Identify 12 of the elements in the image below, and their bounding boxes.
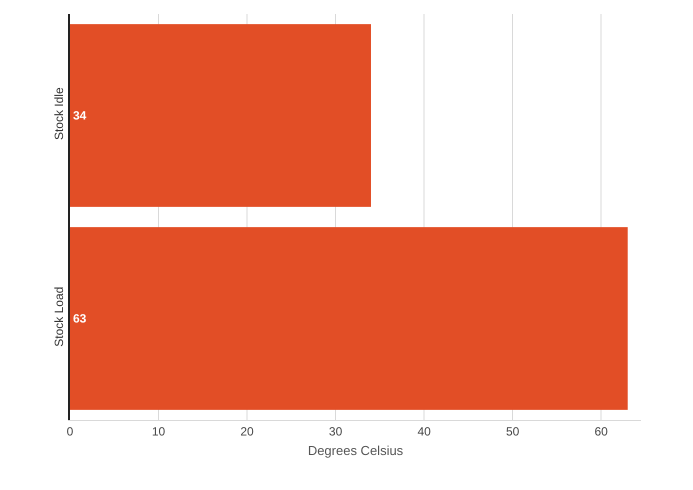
data-label: 63 (73, 312, 87, 326)
x-tick-label: 30 (328, 424, 343, 438)
x-axis-title: Degrees Celsius (308, 443, 404, 458)
y-tick-label: Stock Load (52, 286, 66, 347)
x-tick-label: 0 (66, 424, 74, 438)
x-tick-label: 50 (506, 424, 520, 438)
x-tick-label: 10 (152, 424, 166, 438)
x-tick-label: 40 (417, 424, 432, 438)
y-tick-label: Stock Idle (52, 87, 66, 140)
x-tick-label: 20 (240, 424, 254, 438)
data-label: 34 (73, 108, 87, 122)
x-tick-label: 60 (594, 424, 608, 438)
